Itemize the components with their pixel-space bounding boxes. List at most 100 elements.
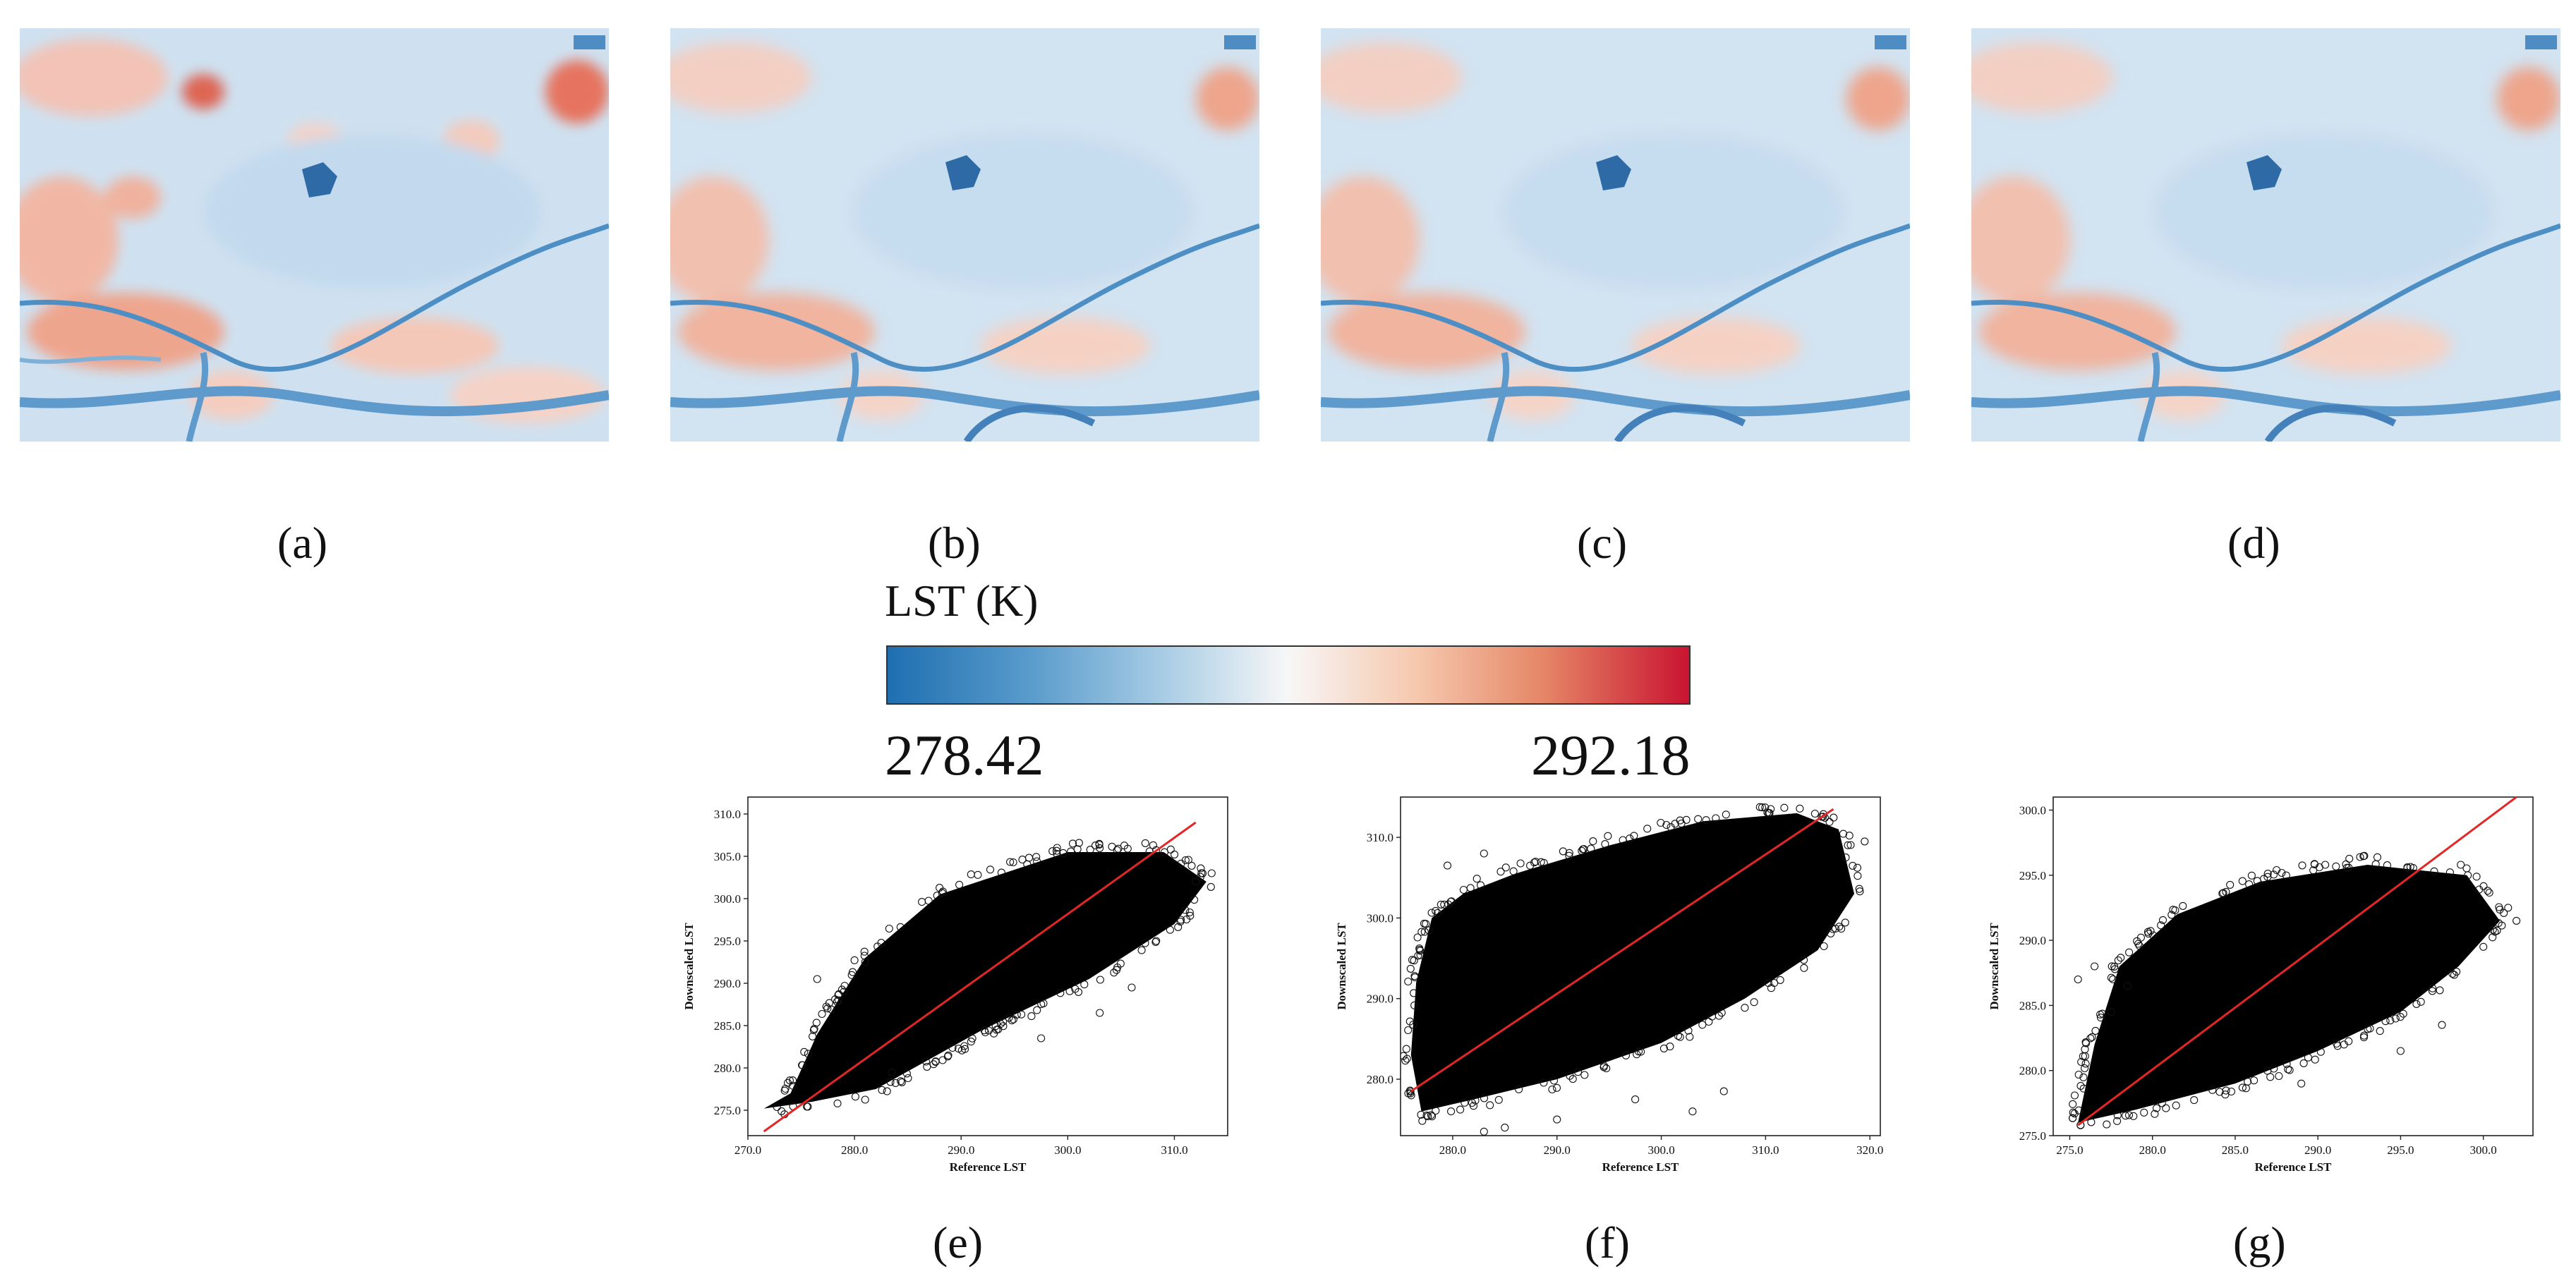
- data-point: [1461, 1098, 1469, 1107]
- data-point: [1844, 841, 1852, 849]
- data-point: [2179, 901, 2187, 910]
- data-point: [1831, 924, 1840, 933]
- y-axis-label: Downscaled LST: [682, 923, 696, 1010]
- data-point: [883, 1087, 891, 1095]
- data-point: [1091, 842, 1100, 850]
- data-point: [802, 1102, 811, 1111]
- data-point: [2107, 973, 2115, 982]
- data-point: [936, 884, 944, 892]
- data-point: [2088, 1033, 2096, 1041]
- outlier-point: [1037, 1034, 1046, 1043]
- data-point: [1416, 951, 1425, 959]
- point-cloud: [2078, 865, 2501, 1123]
- data-point: [1017, 1010, 1026, 1019]
- y-tick-label: 275.0: [2019, 1129, 2046, 1143]
- outlier-point: [1480, 1127, 1488, 1136]
- data-point: [1800, 956, 1808, 964]
- data-point: [1456, 1105, 1465, 1114]
- data-point: [2412, 1000, 2421, 1008]
- data-point: [2121, 1112, 2130, 1120]
- data-point: [2298, 861, 2306, 870]
- data-point: [1855, 885, 1863, 893]
- data-point: [2345, 854, 2354, 863]
- data-point: [1114, 844, 1123, 853]
- x-tick-label: 290.0: [2304, 1143, 2331, 1157]
- data-point: [2250, 1076, 2258, 1085]
- data-point: [1053, 849, 1061, 858]
- data-point: [1810, 809, 1819, 818]
- data-point: [997, 868, 1005, 877]
- data-point: [2403, 863, 2412, 872]
- x-tick-label: 280.0: [841, 1143, 868, 1157]
- data-point: [2498, 921, 2506, 930]
- data-point: [1086, 846, 1094, 854]
- data-point: [2247, 871, 2256, 880]
- x-tick-label: 310.0: [1161, 1143, 1187, 1157]
- caption-d: (d): [2227, 518, 2280, 568]
- y-tick-label: 275.0: [714, 1104, 741, 1117]
- data-point: [1113, 846, 1121, 854]
- data-point: [848, 968, 857, 976]
- data-point: [773, 1102, 781, 1112]
- data-point: [2222, 1086, 2230, 1095]
- data-point: [1187, 861, 1196, 870]
- data-point: [2485, 888, 2493, 897]
- data-point: [2081, 1059, 2090, 1068]
- data-point: [1540, 858, 1548, 867]
- data-point: [1516, 859, 1525, 868]
- x-tick-label: 270.0: [734, 1143, 761, 1157]
- data-point: [1509, 867, 1518, 875]
- data-point: [1137, 946, 1146, 954]
- x-tick-label: 290.0: [1544, 1143, 1571, 1157]
- data-point: [1428, 1112, 1437, 1121]
- data-point: [1166, 845, 1175, 853]
- scatter-plot-f: 280.0 290.0 300.0 310.0 320.0 280.0 290.0 300.0…: [1330, 790, 1887, 1174]
- data-point: [2172, 1101, 2180, 1110]
- data-point: [2226, 880, 2235, 889]
- outlier-point: [1861, 837, 1869, 846]
- x-axis-label: Reference LST: [1602, 1160, 1679, 1174]
- y-tick-label: 300.0: [714, 892, 741, 906]
- data-point: [1174, 923, 1183, 931]
- data-point: [1717, 1009, 1726, 1017]
- data-point: [1589, 837, 1597, 846]
- data-point: [2158, 1099, 2166, 1107]
- data-point: [2406, 863, 2414, 871]
- data-point: [861, 1095, 869, 1104]
- data-point: [2149, 931, 2158, 940]
- data-point: [2450, 971, 2458, 979]
- data-point: [1444, 900, 1453, 909]
- data-point: [1096, 844, 1104, 852]
- data-point: [1095, 840, 1103, 849]
- data-point: [1566, 1071, 1574, 1080]
- outlier-point: [1553, 1115, 1561, 1124]
- data-point: [1068, 839, 1077, 848]
- data-point: [1177, 859, 1185, 868]
- data-point: [1694, 815, 1703, 823]
- outlier-point: [2512, 916, 2521, 925]
- data-point: [2448, 969, 2457, 978]
- data-point: [1009, 858, 1017, 867]
- data-point: [1601, 840, 1609, 849]
- data-point: [1402, 1045, 1410, 1053]
- data-point: [1184, 856, 1192, 864]
- data-point: [923, 1062, 931, 1071]
- outlier-point: [2504, 904, 2512, 912]
- data-point: [2263, 870, 2272, 878]
- outlier-point: [834, 996, 842, 1004]
- data-point: [1039, 999, 1048, 1008]
- data-point: [999, 1017, 1008, 1026]
- data-point: [1565, 851, 1573, 860]
- data-point: [2081, 1064, 2089, 1073]
- data-point: [1176, 918, 1185, 926]
- outlier-point: [2396, 1047, 2405, 1055]
- data-point: [2457, 861, 2465, 869]
- data-point: [1141, 939, 1149, 947]
- data-point: [1758, 803, 1767, 812]
- data-point: [2110, 962, 2119, 971]
- scatter-plot-e: 270.0 280.0 290.0 300.0 310.0 275.0 280.0 285.0…: [677, 790, 1242, 1174]
- data-point: [904, 1074, 912, 1083]
- caption-a: (a): [277, 518, 328, 568]
- colorbar: [886, 645, 1691, 705]
- data-point: [1427, 1111, 1435, 1119]
